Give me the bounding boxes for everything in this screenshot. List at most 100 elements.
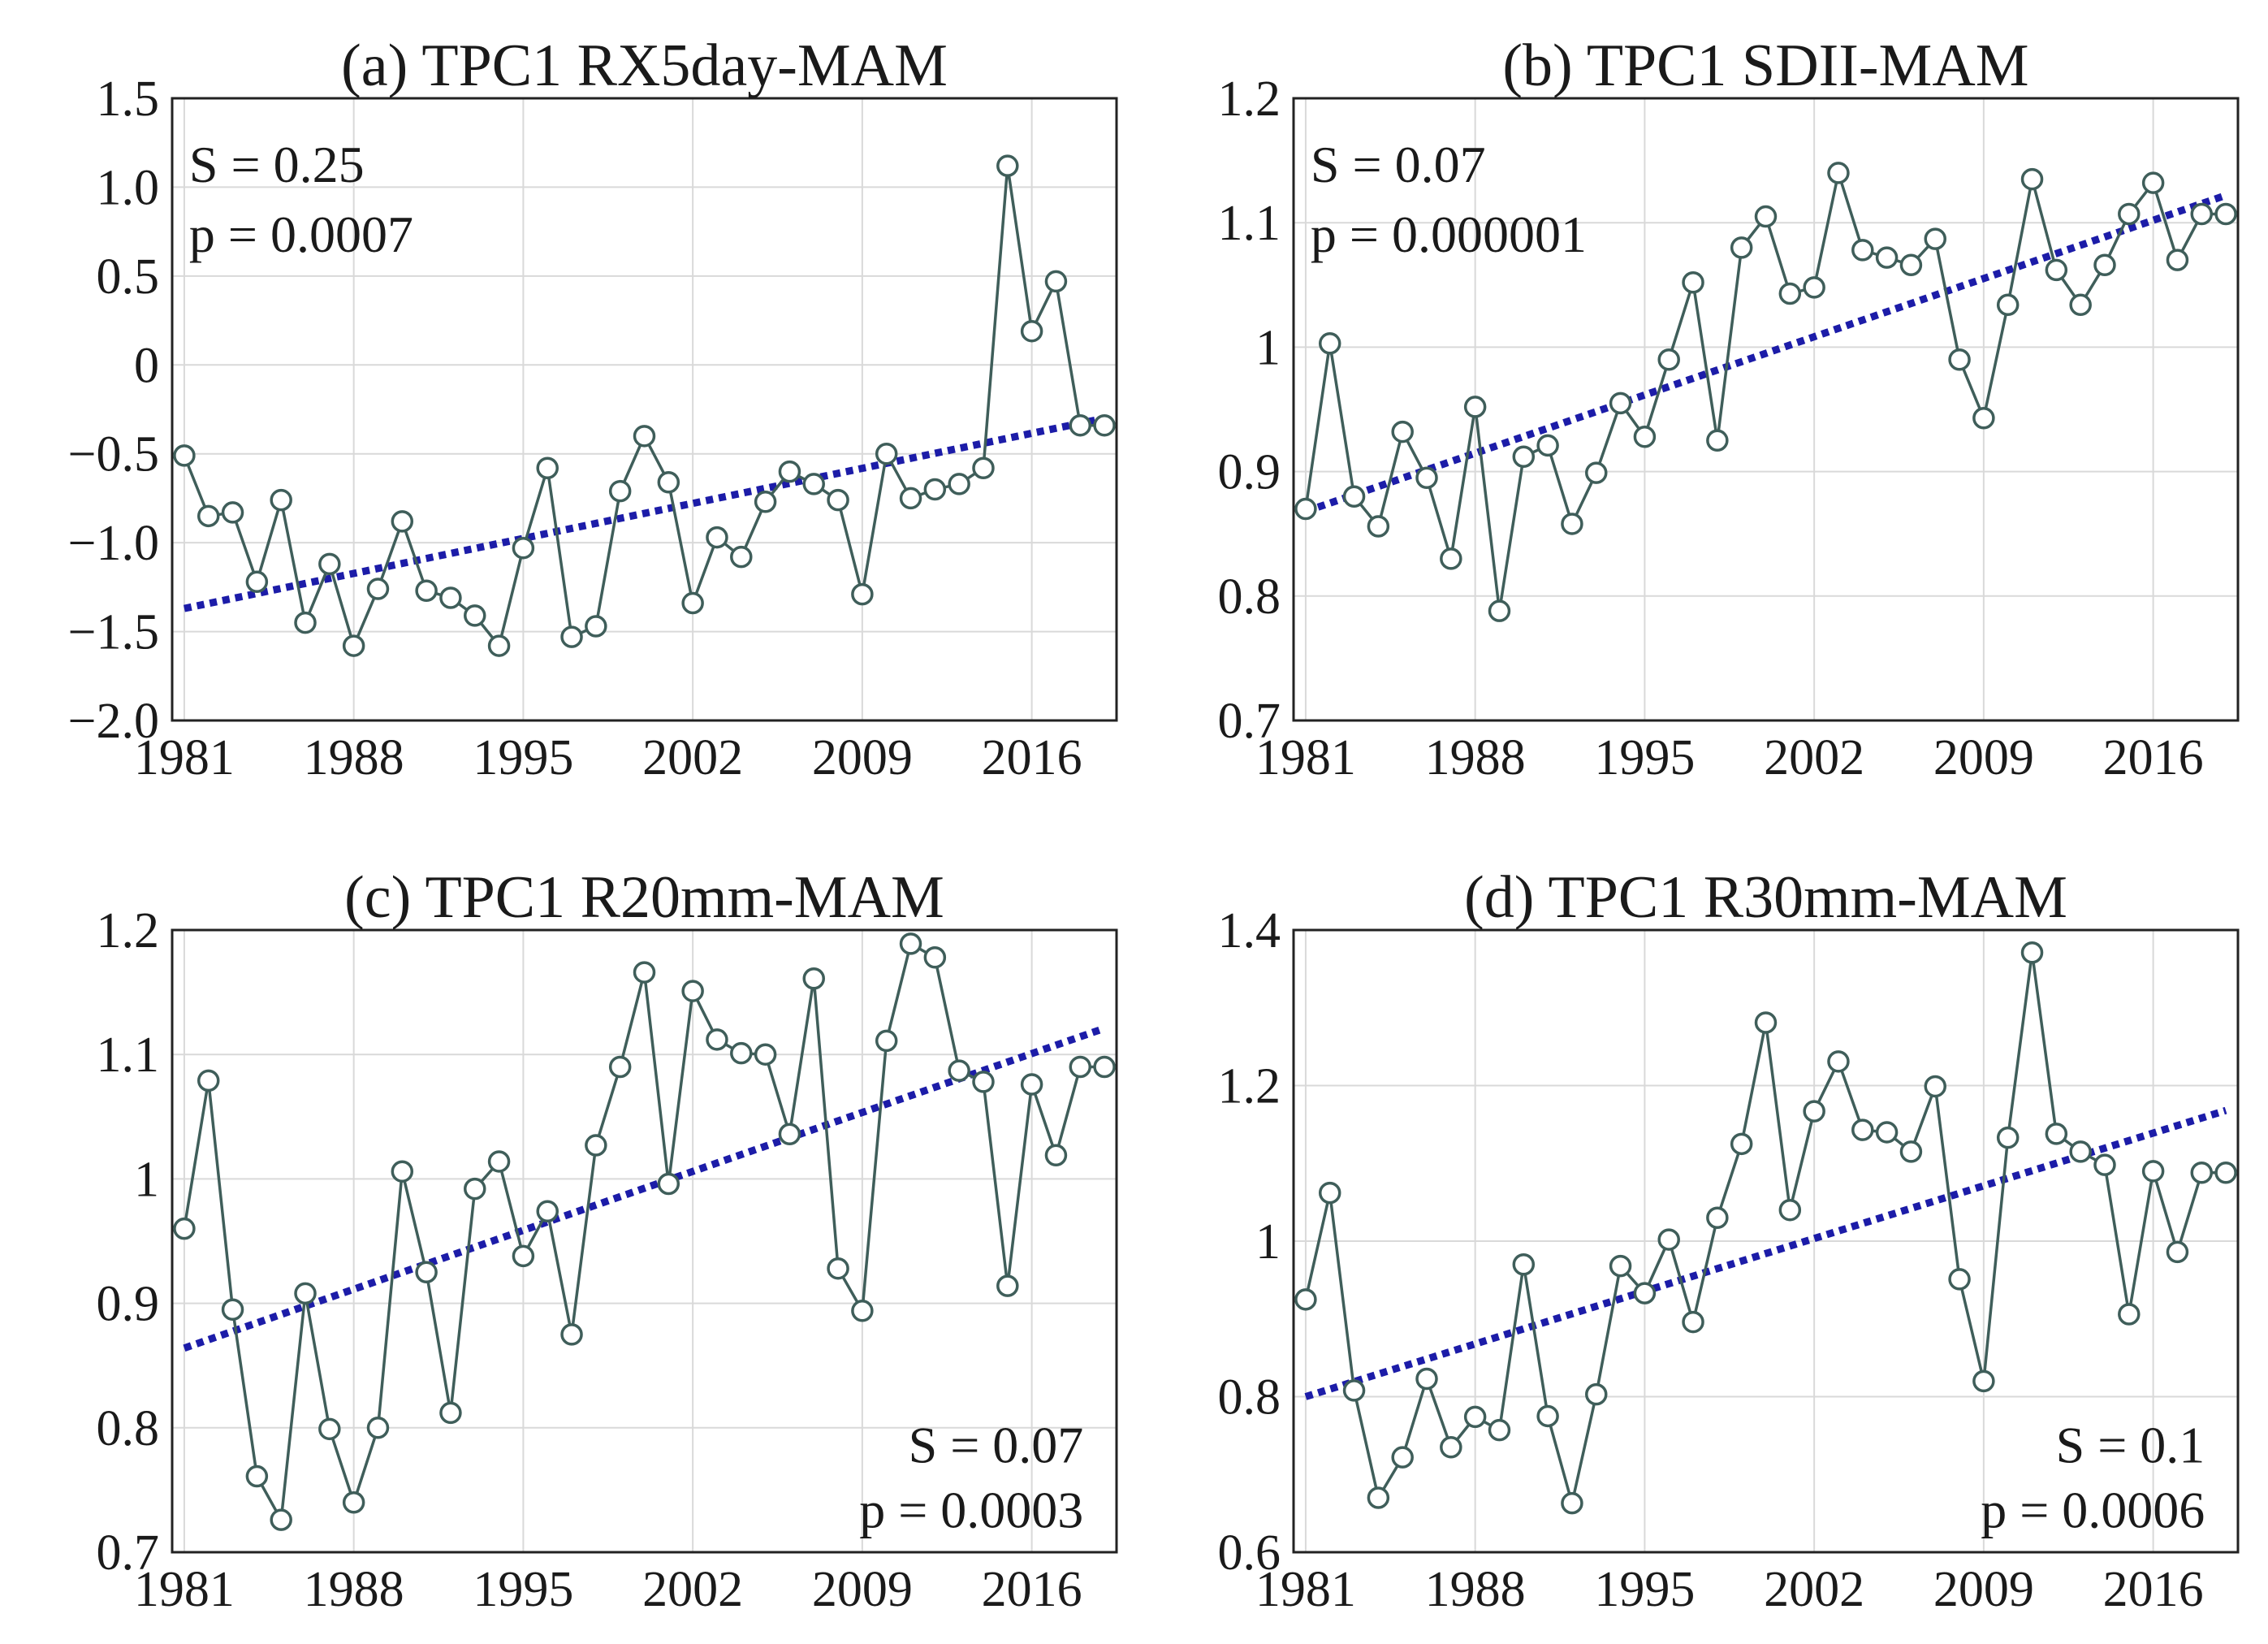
panel-c-point: [754, 1043, 777, 1066]
panel-c-xtick-label: 1995: [473, 1562, 573, 1617]
panel-c-ytick-label: 1: [134, 1152, 159, 1207]
panel-d-point: [1488, 1418, 1511, 1442]
panel-c-ytick-label: 0.7: [97, 1525, 160, 1581]
panel-a-point: [899, 487, 922, 510]
panel-d-point: [1778, 1198, 1802, 1222]
panel-c-point: [778, 1123, 801, 1145]
panel-d-xtick-label: 1995: [1594, 1562, 1695, 1617]
panel-b-point: [1851, 239, 1874, 262]
panel-c-point: [996, 1274, 1019, 1297]
panel-c-point: [899, 932, 922, 955]
panel-d-point: [1851, 1118, 1874, 1141]
panel-d-point: [2093, 1153, 2116, 1176]
panel-d-point: [2166, 1240, 2189, 1264]
panel-c-point: [730, 1041, 753, 1065]
panel-b-point: [2118, 202, 2141, 226]
panel-c-point: [608, 1055, 632, 1079]
panel-a-point: [560, 625, 583, 648]
panel-c-point: [827, 1257, 849, 1280]
panel-d-point: [1440, 1435, 1462, 1459]
panel-a-xtick-label: 2009: [812, 730, 913, 785]
panel-d-xtick-label: 1981: [1255, 1562, 1356, 1617]
panel-a-point: [754, 491, 777, 513]
panel-a-ytick-label: −2.0: [68, 694, 159, 749]
panel-d-point: [1899, 1140, 1923, 1163]
panel-c-point: [439, 1401, 462, 1425]
panel-b: 0.7 0.8 0.9 1 1.1 1.2 1981 1988 1995 2002 2009 2016…: [1218, 32, 2240, 785]
panel-b-xtick-label: 1995: [1594, 730, 1695, 785]
panel-a-ytick-label: −1.0: [68, 516, 159, 571]
panel-c-point: [875, 1029, 898, 1053]
panel-c-point: [1020, 1073, 1043, 1096]
panel-c-point: [245, 1464, 269, 1488]
panel-b-frame: [1292, 97, 2240, 722]
panel-d-xtick-label: 2002: [1764, 1562, 1864, 1617]
panel-c-point: [948, 1059, 970, 1082]
panel-b-point: [2166, 249, 2189, 271]
panel-b-point: [1899, 253, 1923, 277]
panel-a-point: [197, 504, 220, 528]
panel-c-point: [391, 1160, 414, 1183]
panel-c-point: [657, 1172, 680, 1196]
panel-c-point: [681, 980, 704, 1002]
panel-c: 0.7 0.8 0.9 1 1.1 1.2 1981 1988 1995 2002 2009 2016…: [97, 864, 1118, 1617]
panel-c-title: (c) TPC1 R20mm-MAM: [344, 864, 944, 931]
panel-a-point: [245, 570, 269, 594]
panel-d-point: [1682, 1310, 1704, 1334]
panel-a-point: [827, 488, 849, 512]
panel-d-point: [2045, 1123, 2068, 1145]
panel-a-point: [318, 552, 341, 576]
panel-b-point: [1778, 282, 1802, 305]
panel-d: 0.6 0.8 1 1.2 1.4 1981 1988 1995 2002 2009 2016 (d)…: [1218, 864, 2240, 1617]
panel-b-point: [2020, 167, 2044, 191]
panel-a-ytick-label: 1.0: [97, 160, 160, 215]
panel-c-frame: [171, 928, 1118, 1554]
panel-d-point: [1463, 1405, 1487, 1429]
panel-d-title: (d) TPC1 R30mm-MAM: [1464, 864, 2067, 931]
panel-b-point: [1318, 332, 1341, 355]
panel-d-point: [2069, 1140, 2092, 1163]
panel-d-point: [1585, 1382, 1608, 1406]
panel-b-point: [1730, 236, 1753, 259]
panel-a-trend-line: [183, 414, 1106, 612]
panel-b-point: [1488, 599, 1511, 622]
panel-c-point: [972, 1071, 995, 1093]
panel-a-point: [657, 470, 680, 494]
panel-b-ytick-label: 1.2: [1218, 71, 1281, 127]
panel-c-point: [923, 945, 947, 969]
panel-a-ytick-label: 0: [134, 338, 159, 393]
panel-a-point: [1069, 413, 1092, 437]
panel-a-point: [608, 479, 632, 503]
panel-b-point: [1463, 396, 1487, 418]
panel-a-ytick-label: 1.5: [97, 71, 160, 127]
panel-c-point: [1069, 1055, 1092, 1079]
panel-c-point: [415, 1261, 438, 1284]
panel-b-point: [1657, 348, 1680, 371]
panel-a-point: [294, 611, 317, 634]
panel-c-trend-line: [183, 1024, 1106, 1352]
panel-d-xtick-label: 2016: [2103, 1562, 2204, 1617]
panel-d-slope-label: S = 0.1: [2056, 1416, 2205, 1473]
panel-b-point: [2214, 202, 2237, 226]
panel-d-frame: [1292, 928, 2240, 1554]
panel-b-point: [1996, 293, 2020, 317]
panel-d-point: [1948, 1268, 1971, 1291]
panel-c-point: [197, 1069, 220, 1092]
panel-c-point: [294, 1282, 317, 1305]
panel-a-point: [342, 634, 365, 657]
panel-c-point: [802, 967, 825, 990]
panel-b-slope-label: S = 0.07: [1311, 136, 1486, 193]
panel-c-ytick-label: 0.9: [97, 1277, 160, 1332]
panel-d-pvalue-label: p = 0.0006: [1981, 1481, 2205, 1538]
panel-c-xtick-label: 2009: [812, 1562, 913, 1617]
panel-b-point: [1415, 466, 1438, 490]
panel-c-point: [173, 1217, 196, 1240]
panel-d-ytick-label: 1.4: [1218, 903, 1281, 958]
panel-d-point: [1367, 1486, 1390, 1509]
panel-b-ytick-label: 0.9: [1218, 445, 1281, 500]
panel-d-point: [1657, 1228, 1680, 1251]
panel-d-point: [1827, 1050, 1850, 1073]
panel-a-point: [996, 154, 1019, 177]
panel-c-point: [487, 1150, 511, 1173]
panel-c-point: [464, 1177, 486, 1201]
